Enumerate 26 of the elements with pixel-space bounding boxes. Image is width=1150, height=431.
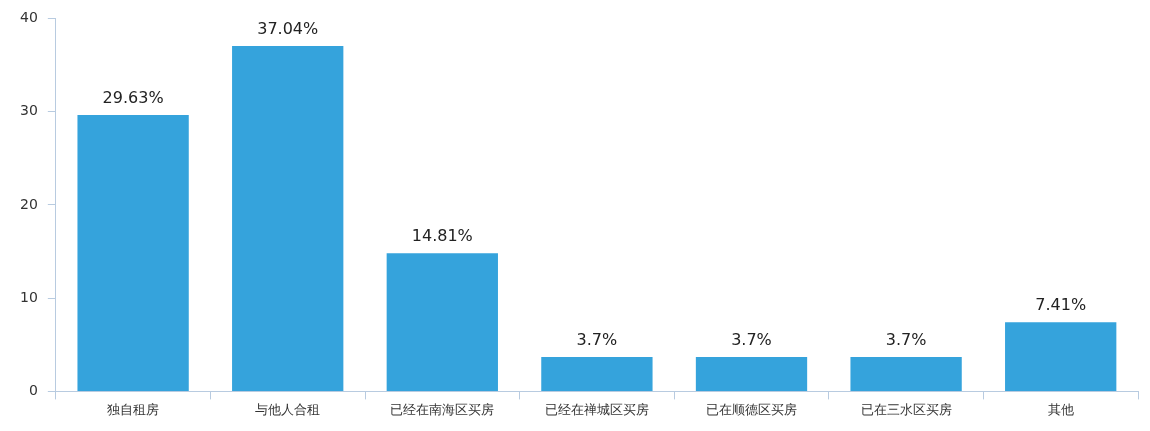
- bar: [77, 115, 189, 391]
- data-label: 3.7%: [576, 330, 618, 350]
- bar: [541, 356, 653, 391]
- bar: [695, 356, 808, 391]
- data-label: 7.41%: [1035, 295, 1087, 315]
- x-tick-label: 已在三水区买房: [860, 401, 952, 417]
- data-label: 3.7%: [731, 330, 772, 350]
- bar: [850, 356, 962, 391]
- x-tick-label: 独自租房: [107, 401, 160, 417]
- x-tick-label: 与他人合租: [255, 401, 321, 417]
- x-tick-label: 其他: [1047, 401, 1074, 417]
- x-tick-label: 已在顺德区买房: [706, 401, 798, 417]
- data-label: 3.7%: [885, 330, 927, 350]
- y-tick-label: 20: [19, 195, 38, 212]
- x-tick-label: 已经在禅城区买房: [544, 401, 649, 417]
- y-tick-label: 10: [19, 288, 38, 305]
- data-label: 29.63%: [102, 88, 164, 108]
- bar: [1005, 322, 1117, 391]
- data-label: 14.81%: [411, 226, 473, 246]
- y-tick-label: 40: [19, 9, 38, 26]
- y-tick-label: 0: [28, 382, 38, 399]
- data-label: 37.04%: [257, 19, 319, 39]
- y-tick-label: 30: [19, 102, 38, 119]
- bar: [386, 253, 498, 391]
- x-tick-label: 已经在南海区买房: [390, 401, 495, 417]
- bar: [232, 46, 344, 391]
